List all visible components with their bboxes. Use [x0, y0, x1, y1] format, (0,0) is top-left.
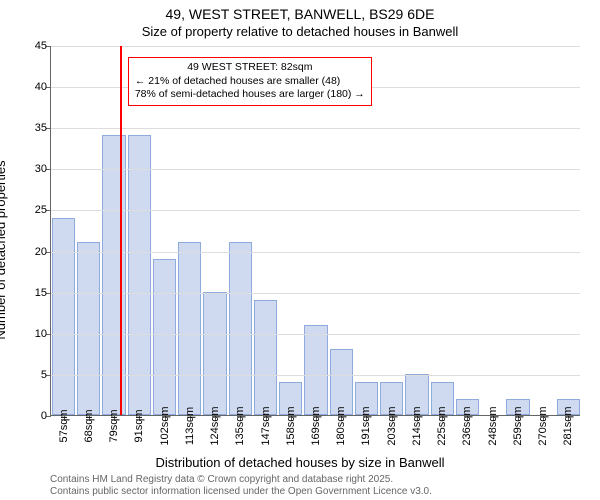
- y-tick-label: 25: [21, 204, 47, 216]
- x-tick-label: 57sqm: [58, 409, 70, 442]
- x-tick-label: 135sqm: [234, 406, 246, 445]
- y-tick-label: 10: [21, 328, 47, 340]
- plot-area: 05101520253035404557sqm68sqm79sqm91sqm10…: [50, 46, 580, 416]
- x-tick-label: 91sqm: [133, 409, 145, 442]
- y-axis-label: Number of detached properties: [8, 71, 23, 250]
- x-tick-label: 270sqm: [537, 406, 549, 445]
- x-tick-label: 169sqm: [310, 406, 322, 445]
- attribution-line2: Contains public sector information licen…: [50, 486, 432, 498]
- histogram-bar: [304, 325, 327, 415]
- y-tick-label: 30: [21, 163, 47, 175]
- x-tick-label: 124sqm: [209, 406, 221, 445]
- attribution-text: Contains HM Land Registry data © Crown c…: [50, 474, 432, 498]
- histogram-bar: [128, 135, 151, 415]
- y-tick-label: 20: [21, 246, 47, 258]
- histogram-bar: [153, 259, 176, 415]
- x-tick-label: 225sqm: [436, 406, 448, 445]
- chart-title-line1: 49, WEST STREET, BANWELL, BS29 6DE: [0, 6, 600, 22]
- annotation-box: 49 WEST STREET: 82sqm← 21% of detached h…: [128, 57, 372, 106]
- x-tick-label: 158sqm: [285, 406, 297, 445]
- x-tick-label: 236sqm: [461, 406, 473, 445]
- histogram-bar: [330, 349, 353, 415]
- chart-title-line2: Size of property relative to detached ho…: [0, 24, 600, 39]
- x-tick-label: 180sqm: [335, 406, 347, 445]
- x-tick-label: 203sqm: [386, 406, 398, 445]
- x-axis-label: Distribution of detached houses by size …: [0, 455, 600, 470]
- x-tick-label: 147sqm: [260, 406, 272, 445]
- y-tick-label: 40: [21, 81, 47, 93]
- gridline: [51, 128, 580, 129]
- y-tick-label: 45: [21, 40, 47, 52]
- histogram-bar: [254, 300, 277, 415]
- gridline: [51, 334, 580, 335]
- reference-line: [120, 46, 122, 415]
- gridline: [51, 293, 580, 294]
- x-tick-label: 68sqm: [83, 409, 95, 442]
- histogram-bar: [178, 242, 201, 415]
- y-tick-label: 5: [21, 369, 47, 381]
- histogram-bar: [203, 292, 226, 415]
- x-tick-label: 214sqm: [411, 406, 423, 445]
- annotation-line: 78% of semi-detached houses are larger (…: [135, 88, 365, 102]
- x-tick-label: 191sqm: [360, 406, 372, 445]
- annotation-line: ← 21% of detached houses are smaller (48…: [135, 75, 365, 89]
- chart-container: 49, WEST STREET, BANWELL, BS29 6DE Size …: [0, 0, 600, 500]
- gridline: [51, 169, 580, 170]
- gridline: [51, 210, 580, 211]
- x-tick-label: 259sqm: [512, 406, 524, 445]
- gridline: [51, 46, 580, 47]
- annotation-line: 49 WEST STREET: 82sqm: [135, 61, 365, 75]
- x-tick-label: 113sqm: [184, 407, 196, 445]
- x-tick-label: 102sqm: [159, 406, 171, 445]
- y-tick-label: 15: [21, 287, 47, 299]
- x-tick-label: 248sqm: [487, 406, 499, 445]
- x-tick-label: 79sqm: [108, 409, 120, 442]
- y-tick-label: 0: [21, 410, 47, 422]
- histogram-bar: [229, 242, 252, 415]
- x-tick-label: 281sqm: [562, 406, 574, 445]
- histogram-bar: [52, 218, 75, 415]
- gridline: [51, 375, 580, 376]
- attribution-line1: Contains HM Land Registry data © Crown c…: [50, 474, 432, 486]
- gridline: [51, 252, 580, 253]
- histogram-bar: [77, 242, 100, 415]
- y-tick-label: 35: [21, 122, 47, 134]
